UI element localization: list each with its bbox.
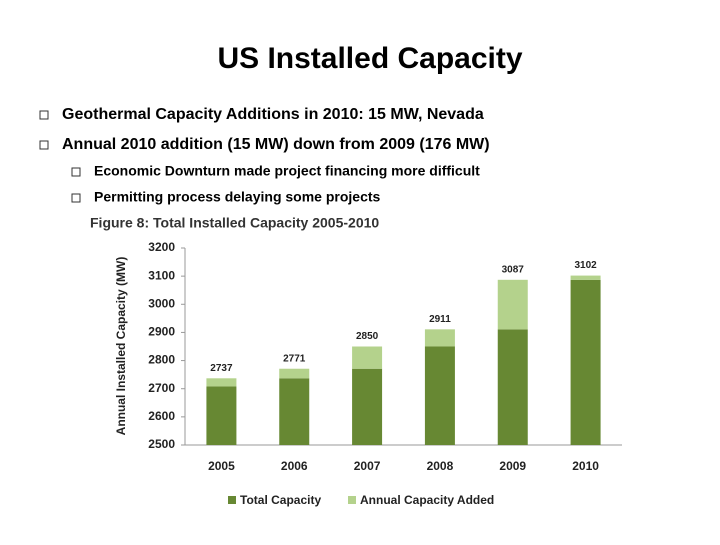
legend-swatch [348, 496, 356, 504]
y-tick-label: 2500 [148, 437, 175, 451]
total-label: 3102 [574, 260, 597, 271]
bar-segment [279, 368, 310, 379]
x-tick-label: 2008 [427, 459, 454, 473]
bullet-text: Economic Downturn made project financing… [94, 163, 480, 179]
x-tick-label: 2006 [281, 459, 308, 473]
bullet-marker [71, 167, 81, 177]
y-axis-label: Annual Installed Capacity (MW) [114, 257, 128, 436]
y-tick-label: 2900 [148, 325, 175, 339]
bar-segment [352, 346, 383, 369]
y-tick-label: 2700 [148, 381, 175, 395]
y-tick-label: 2600 [148, 409, 175, 423]
total-label: 2737 [210, 363, 233, 374]
bar-segment [279, 378, 310, 445]
total-label: 3087 [502, 264, 525, 275]
bar-segment [570, 279, 601, 445]
bullet-marker [39, 110, 49, 120]
bar-segment [497, 329, 528, 445]
bullet-marker [39, 140, 49, 150]
bar-segment [424, 346, 455, 445]
total-label: 2850 [356, 331, 379, 342]
bar-segment [206, 378, 237, 387]
x-tick-label: 2010 [572, 459, 599, 473]
y-tick-label: 3200 [148, 240, 175, 254]
legend-swatch [228, 496, 236, 504]
bar-segment [352, 368, 383, 445]
total-label: 2771 [283, 353, 306, 364]
y-tick-label: 3000 [148, 296, 175, 310]
x-tick-label: 2007 [354, 459, 381, 473]
bullet-text: Annual 2010 addition (15 MW) down from 2… [62, 136, 490, 153]
bar-segment [424, 329, 455, 347]
legend-label: Annual Capacity Added [360, 493, 494, 507]
bar-segment [206, 386, 237, 445]
x-tick-label: 2005 [208, 459, 235, 473]
legend-label: Total Capacity [240, 493, 321, 507]
y-tick-label: 3100 [148, 268, 175, 282]
bullet-text: Permitting process delaying some project… [94, 189, 381, 205]
chart-title: Figure 8: Total Installed Capacity 2005-… [90, 215, 379, 231]
slide-title: US Installed Capacity [217, 42, 522, 75]
x-tick-label: 2009 [499, 459, 526, 473]
bullet-text: Geothermal Capacity Additions in 2010: 1… [62, 106, 484, 123]
y-tick-label: 2800 [148, 353, 175, 367]
bullet-marker [71, 193, 81, 203]
total-label: 2911 [429, 314, 451, 325]
bar-segment [497, 279, 528, 330]
bar-segment [570, 275, 601, 280]
